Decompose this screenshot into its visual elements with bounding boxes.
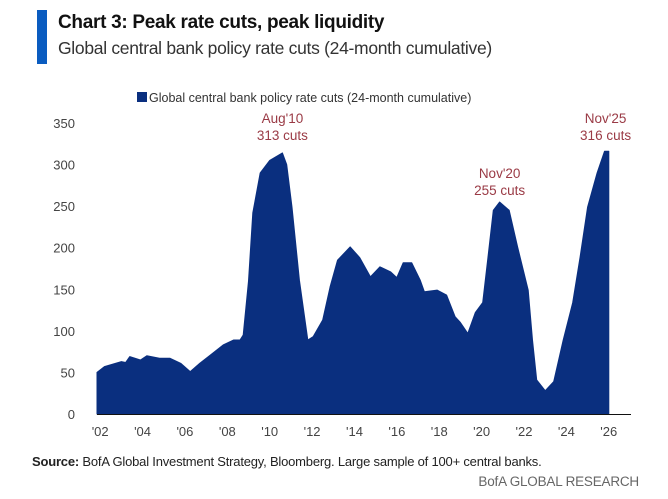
source-note: Source: BofA Global Investment Strategy,… — [32, 454, 542, 469]
y-tick-label: 350 — [53, 116, 75, 131]
x-tick-label: '26 — [600, 424, 617, 439]
legend: Global central bank policy rate cuts (24… — [137, 91, 471, 105]
annotation-line: Nov'25 — [585, 111, 627, 126]
peak-annotation: Aug'10 313 cuts — [257, 111, 308, 143]
x-tick-label: '24 — [558, 424, 575, 439]
legend-swatch — [137, 92, 147, 102]
x-tick-label: '12 — [304, 424, 321, 439]
y-tick-label: 150 — [53, 282, 75, 297]
x-tick-label: '20 — [473, 424, 490, 439]
annotation-line: 316 cuts — [580, 128, 631, 143]
x-tick-label: '14 — [346, 424, 363, 439]
annotation-line: Nov'20 — [479, 166, 521, 181]
peak-annotation: Nov'20 255 cuts — [474, 166, 525, 198]
x-tick-label: '04 — [134, 424, 151, 439]
x-tick-label: '16 — [388, 424, 405, 439]
y-tick-label: 100 — [53, 324, 75, 339]
chart-subtitle: Global central bank policy rate cuts (24… — [58, 38, 492, 58]
y-tick-label: 50 — [61, 365, 75, 380]
legend-label: Global central bank policy rate cuts (24… — [149, 91, 471, 105]
annotations: Aug'10 313 cuts Nov'20 255 cuts Nov'25 316 cu… — [257, 111, 631, 198]
x-tick-label: '02 — [92, 424, 109, 439]
source-text: BofA Global Investment Strategy, Bloombe… — [79, 454, 542, 469]
y-tick-label: 300 — [53, 158, 75, 173]
y-tick-label: 0 — [68, 407, 75, 422]
source-label: Source: — [32, 454, 80, 469]
annotation-line: 255 cuts — [474, 183, 525, 198]
x-tick-label: '10 — [261, 424, 278, 439]
y-axis: 0 50 100 150 200 250 300 350 — [53, 116, 75, 422]
brand-label: BofA GLOBAL RESEARCH — [478, 474, 639, 489]
annotation-line: 313 cuts — [257, 128, 308, 143]
x-tick-label: '18 — [431, 424, 448, 439]
y-tick-label: 200 — [53, 241, 75, 256]
x-tick-label: '22 — [516, 424, 533, 439]
x-tick-label: '06 — [176, 424, 193, 439]
title-accent-bar — [37, 10, 47, 64]
chart-title: Chart 3: Peak rate cuts, peak liquidity — [58, 12, 385, 33]
x-axis: '02 '04 '06 '08 '10 '12 '14 '16 '18 '20 '22 '24 '26 — [92, 424, 618, 439]
series-area — [96, 150, 610, 415]
peak-annotation: Nov'25 316 cuts — [580, 111, 631, 143]
y-tick-label: 250 — [53, 199, 75, 214]
annotation-line: Aug'10 — [262, 111, 304, 126]
x-tick-label: '08 — [219, 424, 236, 439]
